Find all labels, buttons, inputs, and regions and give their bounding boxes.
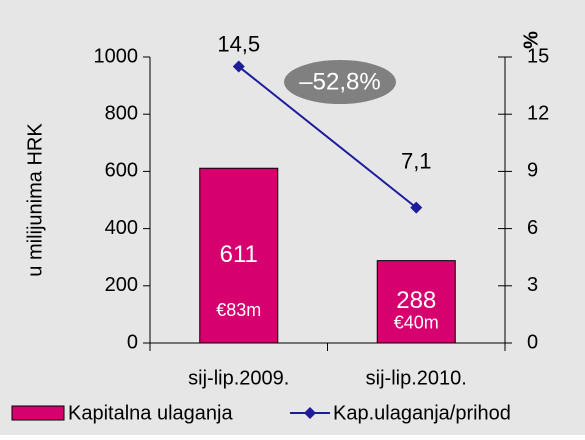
line-value-label: 7,1 <box>401 148 432 173</box>
x-tick-label: sij-lip.2010. <box>366 367 467 389</box>
bar-value-label: 611 <box>220 241 258 268</box>
bar <box>199 167 279 344</box>
legend-swatch <box>11 405 65 421</box>
x-tick-label: sij-lip.2009. <box>188 367 289 389</box>
y-tick-label: 600 <box>105 160 138 182</box>
annotation: –52,8% <box>299 68 380 95</box>
bar-sublabel: €40m <box>394 313 439 333</box>
legend-label: Kapitalna ulaganja <box>68 402 233 424</box>
legend-marker <box>304 407 316 419</box>
line <box>238 65 417 209</box>
y2-tick-label: 6 <box>527 217 538 239</box>
y-tick-label: 200 <box>105 274 138 296</box>
y2-tick-label: 15 <box>527 45 549 67</box>
y-tick-label: 0 <box>127 331 138 353</box>
y-tick-label: 800 <box>105 102 138 124</box>
y-axis-label: u milijunima HRK <box>24 123 46 277</box>
y2-tick-label: 12 <box>527 102 549 124</box>
y2-tick-label: 3 <box>527 274 538 296</box>
y2-axis-label: % <box>520 31 542 49</box>
y2-tick-label: 9 <box>527 160 538 182</box>
legend-label: Kap.ulaganja/prihod <box>333 402 511 424</box>
y-tick-label: 1000 <box>94 45 139 67</box>
bar-value-label: 288 <box>396 287 436 314</box>
bar <box>376 260 456 344</box>
line-marker <box>410 201 423 214</box>
annotation-badge <box>284 60 396 104</box>
y-tick-label: 400 <box>105 217 138 239</box>
bar-sublabel: €83m <box>216 300 261 320</box>
line-value-label: 14,5 <box>217 31 260 56</box>
y2-tick-label: 0 <box>527 331 538 353</box>
line-marker <box>232 60 245 73</box>
